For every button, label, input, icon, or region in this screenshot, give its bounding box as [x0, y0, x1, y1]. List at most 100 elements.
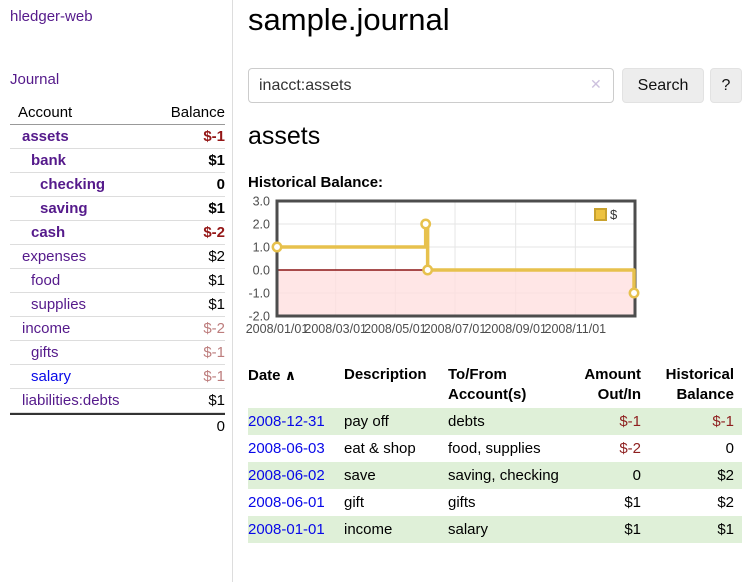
search-form: ✕ Search ? [248, 68, 742, 103]
svg-text:-2.0: -2.0 [248, 310, 270, 324]
svg-text:0.0: 0.0 [253, 264, 270, 278]
date-link[interactable]: 2008-01-01 [248, 521, 325, 538]
account-balance: $1 [208, 200, 225, 217]
accounts-table-header: Account Balance [10, 101, 225, 125]
svg-text:-1.0: -1.0 [248, 287, 270, 301]
account-row: income $-2 [10, 317, 225, 341]
clear-search-icon[interactable]: ✕ [590, 76, 602, 92]
register-accounts: salary [448, 521, 489, 538]
register-balance: $1 [717, 521, 734, 538]
historical-balance-chart: 3.0 2.0 1.0 0.0 -1.0 -2.0 2008/01/01 2008/03/01… [246, 195, 742, 349]
register-balance: $2 [717, 494, 734, 511]
date-link[interactable]: 2008-06-01 [248, 494, 325, 511]
register-header-description: Description [344, 366, 427, 383]
help-button[interactable]: ? [710, 68, 742, 103]
account-balance: $1 [208, 296, 225, 313]
register-header-amount: Amount Out/In [584, 366, 641, 403]
account-link[interactable]: gifts [31, 344, 59, 361]
account-balance: $-2 [203, 320, 225, 337]
register-amount: 0 [632, 467, 641, 484]
date-link[interactable]: 2008-06-02 [248, 467, 325, 484]
register-header-accounts: To/From Account(s) [448, 366, 527, 403]
account-heading: assets [248, 122, 321, 150]
register-description: gift [344, 494, 365, 511]
accounts-total-balance: 0 [216, 417, 225, 435]
register-amount: $1 [624, 521, 641, 538]
sort-asc-icon: ∧ [284, 367, 297, 383]
account-link[interactable]: salary [31, 368, 72, 385]
register-description: eat & shop [344, 440, 416, 457]
date-link[interactable]: 2008-06-03 [248, 440, 325, 457]
account-link[interactable]: bank [31, 152, 67, 169]
nav-journal-link[interactable]: Journal [10, 71, 60, 88]
register-description: pay off [344, 413, 389, 430]
legend-label: $ [610, 207, 618, 222]
register-description: income [344, 521, 393, 538]
account-link[interactable]: assets [22, 128, 69, 145]
register-balance: $-1 [712, 413, 734, 430]
account-row: bank $1 [10, 149, 225, 173]
brand-link[interactable]: hledger-web [10, 8, 93, 25]
account-link[interactable]: income [22, 320, 71, 337]
account-balance: $1 [208, 272, 225, 289]
account-row: checking 0 [10, 173, 225, 197]
chart-legend: $ [592, 206, 620, 223]
account-row: assets $-1 [10, 125, 225, 149]
register-row: 2008-06-03 eat & shop food, supplies $-2… [248, 435, 742, 462]
account-row: cash $-2 [10, 221, 225, 245]
svg-text:2008/01/01: 2008/01/01 [246, 322, 309, 336]
chart-title: Historical Balance: [248, 174, 384, 191]
account-balance: $2 [208, 248, 225, 265]
account-row: saving $1 [10, 197, 225, 221]
register-accounts: saving, checking [448, 467, 559, 484]
register-row: 2008-12-31 pay off debts $-1 $-1 [248, 408, 742, 435]
account-balance: $-1 [203, 368, 225, 385]
register-amount: $-2 [619, 440, 641, 457]
register-description: save [344, 467, 376, 484]
account-balance: $-1 [203, 344, 225, 361]
register-row: 2008-01-01 income salary $1 $1 [248, 516, 742, 543]
account-balance: $1 [208, 152, 225, 169]
register-amount: $-1 [619, 413, 641, 430]
svg-text:2008/11/01: 2008/11/01 [545, 322, 607, 336]
register-balance: 0 [725, 440, 734, 457]
account-balance: $1 [208, 392, 225, 409]
search-button[interactable]: Search [622, 68, 704, 103]
account-balance: $-1 [203, 128, 225, 145]
account-link[interactable]: liabilities:debts [22, 392, 120, 409]
svg-text:2008/05/01: 2008/05/01 [364, 322, 427, 336]
register-amount: $1 [624, 494, 641, 511]
accounts-table: Account Balance assets $-1 bank $1 check… [10, 101, 225, 437]
account-balance: $-2 [203, 224, 225, 241]
chart-canvas: 3.0 2.0 1.0 0.0 -1.0 -2.02008/01/012008/03/01… [246, 195, 640, 336]
account-row: expenses $2 [10, 245, 225, 269]
account-link[interactable]: food [31, 272, 61, 289]
page-title: sample.journal [248, 2, 450, 37]
account-link[interactable]: saving [40, 200, 88, 217]
register-header-date[interactable]: Date ∧ [248, 367, 297, 384]
account-row: supplies $1 [10, 293, 225, 317]
svg-text:2008/07/01: 2008/07/01 [424, 322, 487, 336]
accounts-header-balance: Balance [170, 104, 225, 121]
svg-text:3.0: 3.0 [253, 195, 270, 209]
sidebar: hledger-web Journal Account Balance asse… [0, 0, 233, 582]
account-row: salary $-1 [10, 365, 225, 389]
account-link[interactable]: checking [40, 176, 106, 193]
legend-swatch-icon [594, 208, 607, 221]
date-link[interactable]: 2008-12-31 [248, 413, 325, 430]
account-row: liabilities:debts $1 [10, 389, 225, 413]
register-accounts: debts [448, 413, 485, 430]
register-accounts: gifts [448, 494, 476, 511]
svg-text:2008/03/01: 2008/03/01 [304, 322, 367, 336]
account-link[interactable]: expenses [22, 248, 87, 265]
register-header-balance: Historical Balance [665, 366, 734, 403]
register-row: 2008-06-01 gift gifts $1 $2 [248, 489, 742, 516]
svg-text:1.0: 1.0 [253, 241, 270, 255]
register-accounts: food, supplies [448, 440, 541, 457]
account-link[interactable]: cash [31, 224, 66, 241]
account-link[interactable]: supplies [31, 296, 87, 313]
search-input[interactable] [248, 68, 614, 103]
account-balance: 0 [216, 176, 225, 193]
register-balance: $2 [717, 467, 734, 484]
accounts-total-row: 0 [10, 413, 225, 437]
